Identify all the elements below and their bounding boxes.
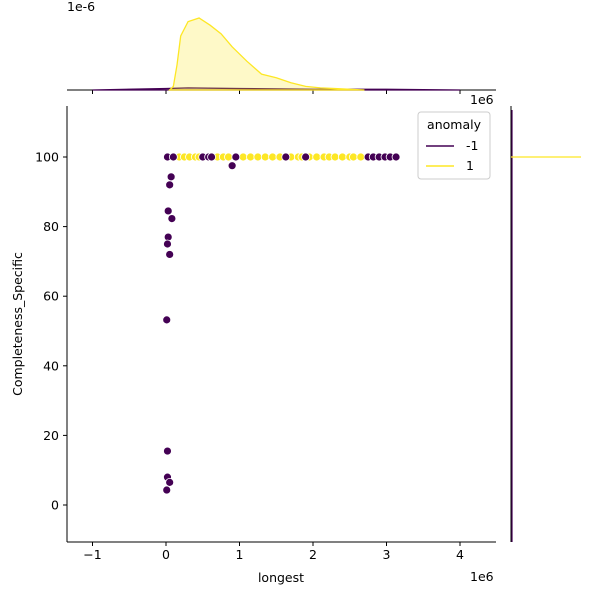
- scatter-point: [162, 315, 172, 325]
- x-tick-label: 2: [309, 547, 317, 562]
- scatter-point: [166, 172, 176, 182]
- x-offset-label: 1e6: [470, 569, 494, 584]
- y-tick-label: 20: [43, 428, 59, 443]
- scatter-point: [227, 161, 237, 171]
- scatter-point: [356, 152, 366, 162]
- scatter-point: [268, 152, 277, 162]
- scatter-point: [349, 152, 358, 162]
- scatter-point: [391, 152, 401, 162]
- scatter-point: [337, 152, 347, 162]
- x-offset-label-top: 1e6: [470, 92, 494, 107]
- x-tick-label: 1: [236, 547, 244, 562]
- scatter-point: [281, 152, 291, 162]
- scatter-point: [165, 477, 175, 487]
- scatter-point: [224, 152, 233, 162]
- scatter-point: [168, 152, 178, 162]
- y-tick-label: 40: [43, 358, 59, 373]
- scatter-point: [163, 446, 172, 456]
- kde-curve-1: [168, 17, 365, 91]
- top-marginal-offset-label: 1e-6: [67, 0, 95, 14]
- y-tick-label: 0: [51, 498, 59, 513]
- scatter-point: [163, 239, 172, 249]
- y-tick-label: 100: [35, 150, 59, 165]
- scatter-point: [260, 152, 270, 162]
- scatter-point: [231, 152, 241, 162]
- x-tick-label: 3: [383, 547, 391, 562]
- scatter-point: [165, 250, 175, 259]
- legend-label-neg1: -1: [466, 138, 478, 153]
- scatter-point: [312, 152, 322, 162]
- scatter-point: [163, 206, 173, 216]
- scatter-point: [246, 152, 255, 162]
- scatter-point: [162, 485, 172, 495]
- legend-label-1: 1: [466, 158, 474, 173]
- right-marginal-kde: [510, 106, 581, 542]
- x-axis-label: longest: [258, 570, 304, 585]
- x-tick-label: 0: [162, 547, 170, 562]
- scatter-point: [207, 152, 216, 162]
- x-tick-label: −1: [83, 547, 101, 562]
- scatter-point: [165, 180, 175, 190]
- scatter-point: [253, 152, 263, 162]
- y-tick-label: 60: [43, 289, 59, 304]
- legend-title: anomaly: [427, 117, 482, 132]
- y-axis-label: Completeness_Specific: [10, 252, 25, 396]
- legend: anomaly -1 1: [417, 111, 491, 180]
- y-tick-label: 80: [43, 219, 59, 234]
- x-tick-label: 4: [456, 547, 464, 562]
- scatter-point: [238, 152, 248, 162]
- scatter-point: [301, 152, 311, 162]
- top-marginal-kde: [67, 17, 496, 94]
- scatter-point: [330, 152, 340, 162]
- scatter-point: [167, 214, 177, 223]
